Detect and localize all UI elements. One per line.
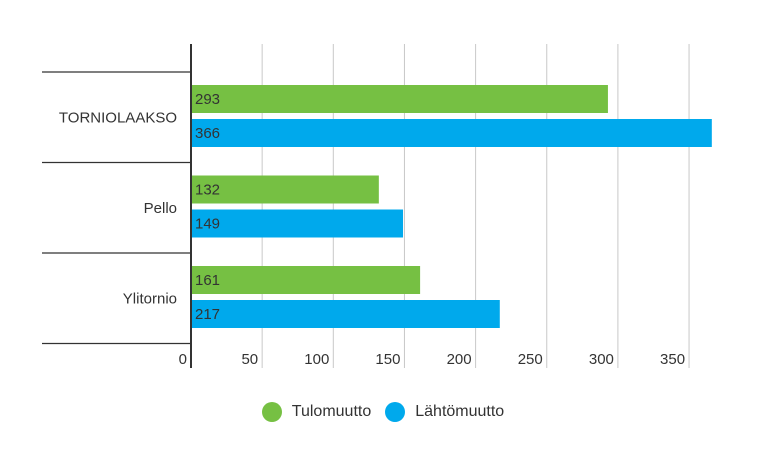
x-tick-label: 250	[518, 351, 543, 368]
labels: 0 50 100 150 200 250 300 350 TORNIOLAAKSO 293 366 P…	[59, 91, 685, 368]
data-label: 293	[195, 91, 220, 108]
bar-lähtömuutto	[192, 119, 712, 147]
bar-tulomuutto	[192, 175, 379, 204]
data-label: 366	[195, 125, 220, 142]
bar-tulomuutto	[192, 85, 608, 113]
category-label: TORNIOLAAKSO	[59, 109, 177, 126]
legend-swatch-tulomuutto	[261, 402, 282, 422]
x-tick-label: 300	[589, 351, 614, 368]
bar-lähtömuutto	[192, 209, 404, 238]
x-tick-label: 100	[304, 351, 329, 368]
category-label: Pello	[144, 200, 177, 217]
data-label: 217	[195, 306, 220, 323]
x-tick-label: 350	[660, 351, 685, 368]
bar-tulomuutto	[192, 266, 421, 294]
x-tick-label: 0	[179, 351, 187, 368]
x-tick-label: 50	[241, 351, 258, 368]
legend-item-tulomuutto[interactable]: Tulomuutto	[261, 402, 372, 422]
x-tick-label: 150	[375, 351, 400, 368]
bar-lähtömuutto	[192, 300, 500, 328]
category-label: Ylitornio	[123, 290, 177, 307]
legend-label-lahtomuutto: Lähtömuutto	[415, 403, 505, 420]
legend: Tulomuutto Lähtömuutto	[0, 402, 766, 422]
bars	[192, 85, 712, 328]
legend-swatch-lahtomuutto	[385, 402, 406, 422]
legend-item-lahtomuutto[interactable]: Lähtömuutto	[385, 402, 504, 422]
x-tick-label: 200	[447, 351, 472, 368]
axes	[42, 44, 192, 368]
legend-label-tulomuutto: Tulomuutto	[291, 403, 372, 420]
data-label: 149	[195, 216, 220, 233]
data-label: 161	[195, 272, 220, 289]
data-label: 132	[195, 182, 220, 199]
